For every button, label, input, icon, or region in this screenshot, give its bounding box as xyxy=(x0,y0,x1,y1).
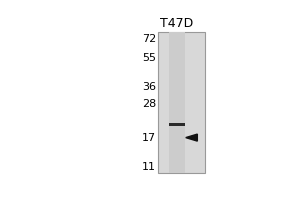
Text: 55: 55 xyxy=(142,53,156,63)
Polygon shape xyxy=(186,134,197,141)
Text: T47D: T47D xyxy=(160,17,194,30)
Text: 72: 72 xyxy=(142,34,156,44)
Bar xyxy=(169,32,184,173)
Text: 17: 17 xyxy=(142,133,156,143)
Text: 28: 28 xyxy=(142,99,156,109)
Text: 11: 11 xyxy=(142,162,156,172)
Bar xyxy=(158,32,205,173)
Bar xyxy=(169,123,184,126)
Text: 36: 36 xyxy=(142,82,156,92)
